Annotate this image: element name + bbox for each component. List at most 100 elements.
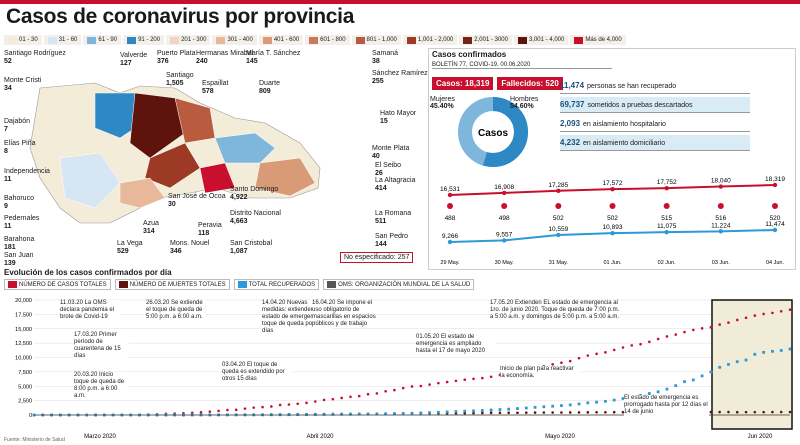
series-point-2 [533, 405, 537, 409]
legend-label: 201 - 300 [181, 37, 207, 43]
y-tick-label: 10,000 [15, 356, 32, 362]
legend-swatch [574, 36, 584, 44]
y-tick-label: 5,000 [18, 384, 32, 390]
province-label: Santiago 1,505 [166, 72, 194, 88]
mini-label-cases: 16,531 [440, 186, 460, 193]
series-point-0 [771, 311, 774, 315]
province-value: 127 [120, 60, 132, 67]
stat-value: 4,232 [560, 138, 581, 147]
legend-swatch [262, 36, 272, 44]
province-value: 9 [4, 203, 8, 210]
legend-range-0: 01 - 30 [4, 35, 42, 45]
province-name: San José de Ocoa [168, 193, 226, 200]
province-name: Monte Plata [372, 145, 410, 152]
series-point-1 [507, 411, 510, 415]
legend-range-12: Más de 4,000 [570, 35, 626, 45]
series-point-1 [489, 411, 493, 415]
month-label: Marzo 2020 [84, 434, 116, 440]
legend-label: 3,001 - 4,000 [528, 37, 565, 43]
mini-label-recovered: 11,224 [711, 222, 731, 229]
stat-text: en aislamiento hospitalario [583, 121, 666, 128]
series-point-2 [366, 412, 370, 416]
women-label: Mujeres 45.40% [430, 96, 455, 110]
legend-label: Más de 4,000 [585, 37, 622, 43]
series-point-0 [788, 308, 792, 311]
y-tick-label: 2,500 [18, 399, 32, 405]
legend-label: TOTAL RECUPERADOS [248, 281, 316, 288]
province-name: Monte Cristi [4, 77, 42, 84]
series-point-1 [779, 410, 783, 414]
month-label: Jun 2020 [748, 434, 773, 440]
legend-range-5: 301 - 400 [212, 35, 257, 45]
province-label: Sánchez Ramírez 255 [372, 70, 428, 86]
series-point-2 [393, 412, 396, 416]
legend-swatch [517, 36, 527, 44]
mini-x-tick: 02 Jun. [658, 260, 677, 266]
province-value: 40 [372, 153, 380, 160]
series-point-0 [322, 398, 326, 402]
province-label: Monte Cristi 34 [4, 77, 41, 93]
province-name: Barahona [4, 236, 35, 243]
stat-value: 11,474 [560, 81, 585, 90]
series-point-0 [604, 351, 607, 354]
series-point-0 [551, 363, 554, 366]
series-point-0 [366, 392, 370, 396]
province-name: Peravia [198, 222, 222, 229]
mini-point-cases [718, 184, 724, 189]
series-point-0 [331, 397, 335, 401]
province-label: Peravia 118 [198, 222, 222, 238]
annotation: 03.04.20 El toque de queda es extendido … [222, 362, 292, 383]
legend-label: 301 - 400 [227, 37, 253, 43]
province-value: 52 [4, 58, 12, 65]
series-point-0 [753, 314, 757, 317]
legend-swatch [170, 36, 180, 44]
series-point-1 [481, 411, 484, 415]
no-specified-note: No especificado: 257 [340, 252, 414, 263]
cases-count: Casos: 18,319 [432, 77, 494, 90]
series-point-2 [401, 412, 405, 415]
series-point-0 [656, 337, 660, 341]
gender-donut: Casos [458, 97, 528, 167]
series-point-1 [560, 411, 563, 414]
province-value: 314 [143, 228, 155, 235]
province-label: Espaillat 578 [202, 80, 228, 96]
map-shapes [29, 82, 321, 224]
evolution-chart: 0 2,500 5,000 7,500 10,000 12,500 15,000 17,500… [15, 298, 793, 440]
mini-label-deaths: 498 [499, 215, 510, 222]
province-label: Duarte 809 [259, 80, 280, 96]
series-point-0 [261, 405, 264, 409]
legend-swatch [8, 36, 17, 44]
series-point-2 [489, 408, 493, 412]
series-point-2 [779, 349, 783, 352]
series-point-0 [762, 312, 765, 316]
annotation: 17.05.20 Extienden EL estado de emergenc… [490, 300, 620, 321]
series-point-0 [709, 325, 713, 329]
series-point-1 [604, 410, 607, 414]
y-tick-label: 0 [29, 413, 32, 419]
series-point-2 [691, 378, 695, 382]
series-point-2 [647, 392, 651, 395]
province-label: Dajabón 7 [4, 118, 30, 134]
province-label: San Cristobal 1,087 [230, 240, 272, 256]
stat-text: en aislamiento domiciliario [583, 140, 666, 147]
province-label: Distrito Nacional 4,663 [230, 210, 281, 226]
series-point-0 [437, 381, 440, 385]
province-value: 511 [375, 218, 387, 225]
province-name: Pedernales [4, 215, 40, 222]
province-value: 1,087 [230, 248, 248, 255]
series-point-2 [524, 406, 528, 410]
evolution-title: Evolución de los casos confirmados por d… [4, 268, 172, 277]
province-label: Barahona 181 [4, 236, 34, 252]
mini-label-recovered: 10,559 [548, 226, 568, 233]
series-point-0 [692, 328, 695, 332]
series-point-2 [428, 411, 431, 415]
province-name: Sánchez Ramírez [372, 70, 428, 77]
series-point-0 [595, 352, 598, 356]
series-point-2 [753, 352, 757, 356]
mini-point-recovered [501, 238, 507, 243]
region-santiago [129, 92, 186, 159]
province-value: 7 [4, 126, 8, 133]
legend-swatch [327, 281, 337, 288]
province-value: 30 [168, 201, 176, 208]
legend-range-7: 601 - 800 [305, 35, 350, 45]
